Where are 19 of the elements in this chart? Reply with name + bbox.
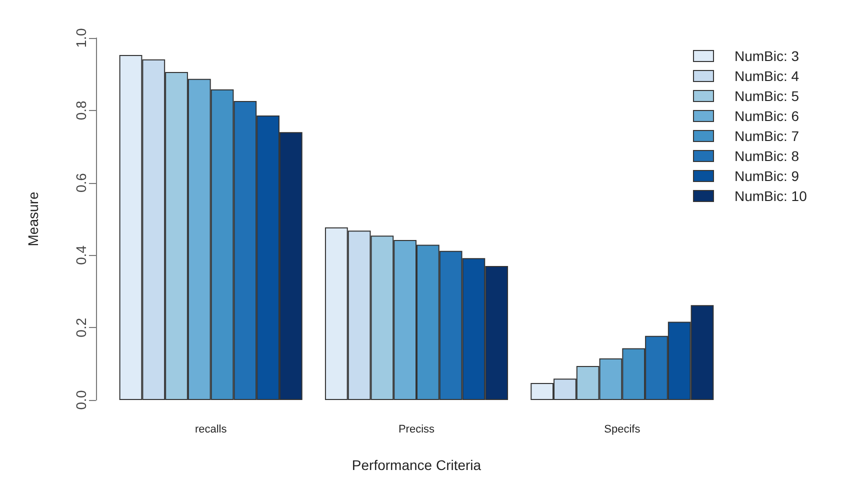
x-axis-title: Performance Criteria [352,457,482,473]
x-tick-label: Preciss [398,424,436,436]
y-tick-label: 1.0 [73,28,89,48]
y-tick-label: 0.4 [73,245,89,265]
legend-label: NumBic: 4 [734,68,800,84]
x-tick-label: Specifs [604,424,641,436]
legend-label: NumBic: 3 [734,48,800,64]
x-tick-label: recalls [194,424,228,436]
y-axis-title: Measure [25,192,41,246]
legend-label: NumBic: 5 [734,88,800,104]
y-tick-label: 0.8 [73,100,89,120]
legend-label: NumBic: 8 [734,148,800,164]
y-tick-label: 0.0 [73,390,89,410]
legend-label: NumBic: 9 [734,168,800,184]
y-tick-label: 0.2 [73,318,89,338]
legend-label: NumBic: 6 [734,108,800,124]
legend-label: NumBic: 7 [734,128,800,144]
y-tick-label: 0.6 [73,172,89,193]
legend-label: NumBic: 10 [734,188,808,204]
